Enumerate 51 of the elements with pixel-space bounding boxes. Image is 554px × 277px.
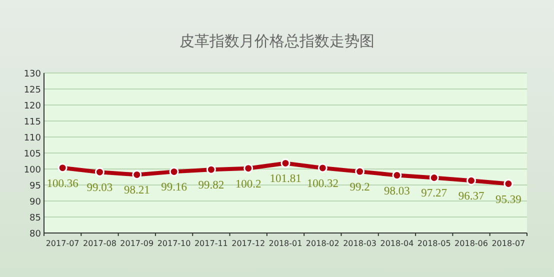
data-label: 100.2 [235, 178, 262, 190]
data-label: 98.21 [124, 184, 150, 197]
data-label: 100.32 [306, 178, 339, 190]
y-tick-label: 80 [30, 230, 42, 240]
point [280, 158, 290, 168]
chart-title: 皮革指数月价格总指数走势图 [180, 32, 374, 50]
point [169, 166, 179, 176]
x-tick-label: 2018-01 [268, 239, 302, 248]
point [132, 170, 142, 180]
y-tick-label: 85 [30, 214, 41, 224]
x-tick-label: 2018-04 [380, 239, 414, 248]
data-label: 97.27 [421, 188, 448, 200]
data-label: 99.2 [350, 182, 370, 194]
point [466, 176, 476, 186]
data-label: 95.39 [495, 194, 522, 206]
y-tick-label: 95 [30, 182, 41, 192]
point [206, 164, 216, 174]
y-tick-label: 110 [24, 134, 42, 144]
point [244, 164, 254, 174]
x-tick-label: 2017-10 [157, 239, 191, 248]
x-tick-label: 2017-07 [46, 239, 80, 248]
x-tick-label: 2017-09 [120, 239, 154, 248]
y-tick-label: 115 [24, 118, 41, 128]
x-tick-label: 2017-12 [232, 239, 266, 248]
point [94, 167, 104, 177]
x-tick-label: 2018-02 [306, 239, 340, 248]
x-tick-label: 2018-05 [417, 239, 451, 248]
data-label: 99.03 [86, 182, 113, 194]
point [429, 172, 439, 182]
y-tick-label: 105 [24, 150, 41, 160]
data-label: 98.03 [384, 185, 410, 198]
point [318, 163, 328, 173]
data-label: 99.82 [198, 180, 224, 192]
y-tick-label: 125 [24, 86, 41, 96]
point [355, 166, 365, 176]
x-tick-label: 2018-06 [454, 239, 488, 248]
x-tick-label: 2018-07 [492, 239, 526, 248]
point [392, 170, 402, 180]
data-label: 99.16 [161, 182, 188, 194]
data-label: 96.37 [458, 190, 484, 203]
data-label: 101.81 [270, 173, 302, 186]
y-tick-label: 120 [24, 102, 42, 112]
data-label: 100.36 [46, 178, 79, 190]
x-tick-label: 2017-11 [194, 239, 228, 248]
y-tick-label: 90 [30, 198, 42, 208]
x-tick-label: 2017-08 [83, 239, 116, 248]
x-tick-label: 2018-03 [343, 239, 377, 248]
point [504, 179, 514, 188]
y-tick-label: 100 [24, 166, 42, 176]
y-tick-label: 130 [24, 70, 42, 80]
point [58, 163, 68, 173]
